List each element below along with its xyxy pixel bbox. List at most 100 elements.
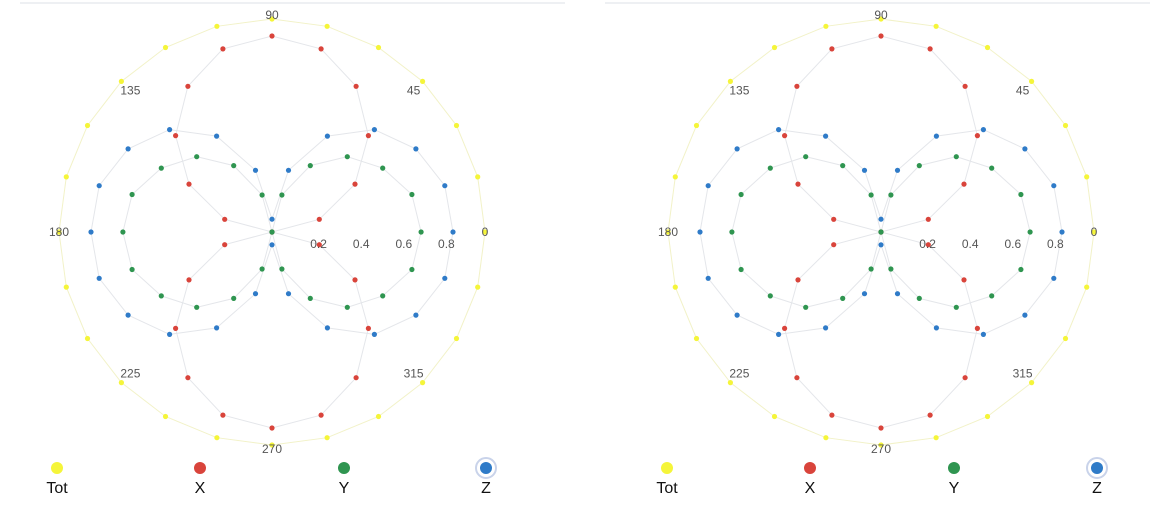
angular-tick-label: 0	[482, 225, 489, 239]
point-x	[829, 412, 835, 418]
point-tot	[84, 122, 91, 129]
point-tot	[84, 335, 91, 342]
point-y	[307, 295, 313, 301]
point-z	[371, 331, 377, 337]
point-x	[173, 133, 179, 139]
point-tot	[420, 380, 426, 386]
point-z	[1051, 275, 1057, 281]
point-tot	[1029, 380, 1035, 386]
point-z	[450, 229, 456, 235]
legend-item-z[interactable]: Z	[1067, 457, 1127, 498]
angular-tick-label: 270	[871, 442, 891, 456]
point-tot	[984, 413, 991, 420]
legend-item-x[interactable]: X	[780, 458, 840, 498]
point-tot	[56, 229, 62, 235]
legend-swatch-z	[475, 457, 497, 479]
legend-label-x: X	[194, 480, 206, 497]
point-z	[96, 183, 102, 189]
point-x	[352, 181, 358, 187]
point-tot	[1084, 284, 1090, 290]
point-z	[324, 325, 330, 331]
point-y	[1018, 191, 1024, 198]
point-y	[888, 192, 894, 198]
angular-tick-label: 180	[658, 225, 678, 239]
point-x	[961, 181, 967, 187]
point-y	[888, 266, 894, 272]
point-y	[409, 266, 415, 273]
point-z	[734, 312, 740, 318]
legend-item-z[interactable]: Z	[456, 457, 516, 498]
point-z	[1051, 183, 1057, 189]
point-y	[767, 293, 773, 299]
point-z	[269, 216, 275, 222]
point-x	[222, 242, 228, 248]
legend-item-tot[interactable]: Tot	[637, 458, 697, 498]
point-x	[316, 216, 322, 222]
point-tot	[727, 380, 733, 386]
point-z	[1022, 146, 1028, 152]
legend-label-z: Z	[481, 480, 491, 497]
point-tot	[1029, 78, 1035, 84]
point-x	[185, 375, 191, 381]
point-z	[442, 183, 448, 189]
radial-tick-label: 0.6	[395, 237, 412, 251]
legend-item-x[interactable]: X	[170, 458, 230, 498]
point-y	[729, 229, 735, 235]
point-z	[705, 275, 711, 281]
point-z	[878, 216, 884, 222]
point-tot	[162, 44, 169, 51]
radial-tick-label: 0.2	[919, 237, 936, 251]
angular-tick-label: 90	[265, 8, 279, 22]
point-tot	[771, 44, 778, 51]
point-z	[697, 229, 703, 235]
point-y	[1027, 229, 1033, 235]
point-x	[269, 33, 275, 39]
legend-item-y[interactable]: Y	[314, 458, 374, 498]
angular-tick-label: 225	[729, 367, 749, 381]
legend-item-tot[interactable]: Tot	[27, 458, 87, 498]
point-y	[380, 165, 386, 171]
point-y	[803, 304, 809, 310]
point-y	[868, 266, 874, 272]
legend-swatch-tot	[51, 462, 63, 474]
point-tot	[693, 122, 700, 129]
point-x	[974, 325, 980, 331]
point-x	[961, 277, 967, 283]
legend-swatch-x	[194, 462, 206, 474]
point-tot	[475, 284, 481, 290]
point-tot	[453, 335, 460, 342]
angular-tick-label: 315	[1013, 367, 1033, 381]
legend-label-tot: Tot	[656, 480, 678, 497]
legend-swatch-tot	[661, 462, 673, 474]
point-z	[285, 291, 292, 297]
point-x	[186, 277, 192, 283]
point-tot	[375, 413, 382, 420]
point-z	[933, 325, 939, 331]
chart-legend: Tot X Y Z	[585, 457, 1161, 508]
point-tot	[214, 435, 220, 441]
point-y	[344, 154, 350, 160]
point-tot	[771, 413, 778, 420]
point-tot	[933, 23, 939, 29]
point-z	[980, 127, 986, 133]
point-tot	[672, 174, 678, 180]
point-x	[927, 412, 933, 418]
point-z	[894, 167, 901, 173]
point-tot	[1084, 174, 1090, 180]
legend-item-y[interactable]: Y	[924, 458, 984, 498]
point-tot	[727, 78, 733, 84]
point-z	[125, 146, 131, 152]
point-y	[194, 304, 200, 310]
polar-plot-area: 0 45 90 135 180 225 270 315 0.2 0.4 0.6 0.8	[658, 8, 1098, 456]
point-x	[795, 181, 801, 187]
point-tot	[475, 174, 481, 180]
point-tot	[878, 442, 884, 448]
angular-tick-label: 45	[407, 83, 421, 97]
point-y	[409, 191, 415, 198]
point-tot	[693, 335, 700, 342]
point-z	[88, 229, 94, 235]
point-y	[738, 266, 744, 273]
point-x	[318, 46, 324, 52]
point-y	[344, 304, 350, 310]
legend-swatch-y	[948, 462, 960, 474]
